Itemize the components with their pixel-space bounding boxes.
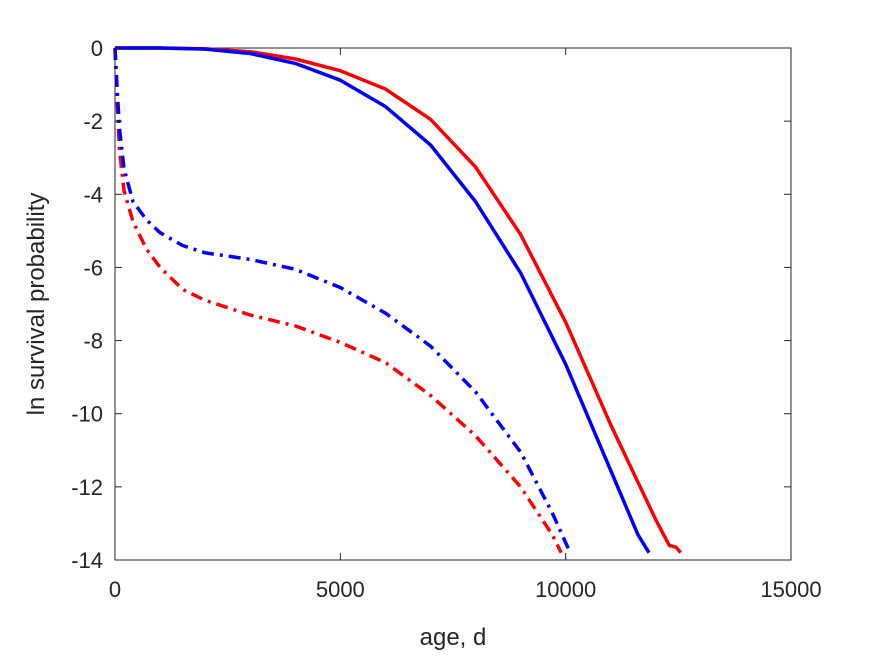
y-tick-label: -2: [83, 109, 103, 134]
y-tick-label: -12: [71, 475, 103, 500]
series-line-2: [115, 46, 651, 554]
x-tick-label: 15000: [760, 577, 821, 602]
y-tick-label: -6: [83, 255, 103, 280]
series-layer: [113, 46, 682, 554]
x-tick-label: 5000: [316, 577, 365, 602]
y-tick-label: -4: [83, 182, 103, 207]
y-tick-label: 0: [91, 36, 103, 61]
x-tick-label: 0: [109, 577, 121, 602]
y-axis-label: ln survival probability: [23, 193, 50, 416]
series-line-4: [113, 47, 572, 554]
x-axis-label: age, d: [420, 624, 487, 651]
y-tick-label: -10: [71, 402, 103, 427]
y-tick-label: -14: [71, 548, 103, 573]
series-line-3: [113, 47, 563, 554]
ticks-layer: 0 5000 10000 15000 0 -2 -4 -6 -8 -10 -12 -14: [71, 36, 821, 602]
x-tick-label: 10000: [535, 577, 596, 602]
plot-area: [114, 47, 792, 561]
y-tick-label: -8: [83, 329, 103, 354]
